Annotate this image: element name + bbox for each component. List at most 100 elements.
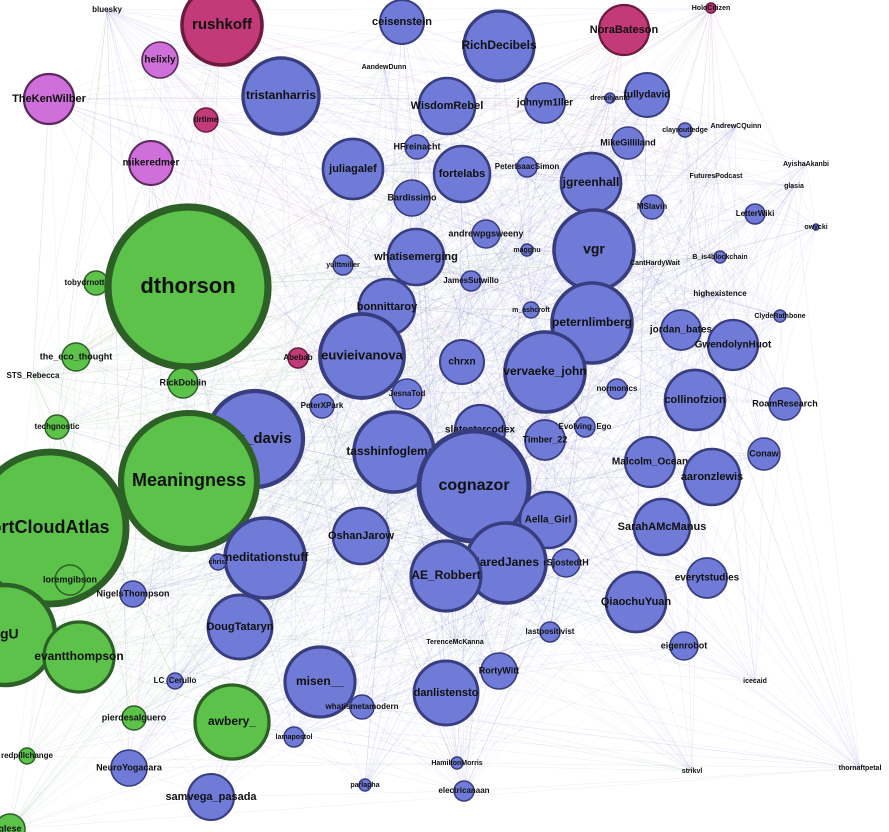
edge bbox=[461, 7, 712, 175]
node-circle bbox=[61, 342, 91, 372]
edge bbox=[401, 7, 712, 23]
node-label: electricanaan bbox=[438, 786, 489, 795]
edge bbox=[763, 453, 861, 769]
edge bbox=[485, 233, 781, 317]
node: tasshinfogleman bbox=[346, 410, 442, 494]
edge bbox=[446, 105, 532, 311]
node-circle bbox=[522, 301, 540, 319]
node-label: NigelsThompson bbox=[96, 588, 169, 598]
edge bbox=[9, 182, 592, 830]
edge bbox=[32, 98, 50, 377]
edge bbox=[456, 762, 861, 769]
edge bbox=[4, 461, 651, 636]
node-circle bbox=[318, 312, 406, 400]
edge bbox=[210, 790, 465, 798]
edge bbox=[280, 95, 717, 177]
node: MikeGilliland bbox=[600, 126, 656, 160]
node: fortelabs bbox=[432, 144, 492, 204]
node-label: DougTataryn bbox=[206, 621, 273, 633]
node: andrewpgsweeny bbox=[448, 219, 524, 249]
edge bbox=[239, 626, 861, 769]
edge bbox=[78, 105, 448, 658]
edge bbox=[210, 641, 456, 798]
edge bbox=[635, 601, 861, 769]
node: Meaningness bbox=[117, 409, 261, 553]
edge bbox=[732, 344, 756, 682]
edge bbox=[56, 142, 629, 428]
node: everytstudies bbox=[675, 557, 740, 599]
edge bbox=[401, 21, 456, 643]
node-label: awbery_ bbox=[208, 714, 256, 728]
edge bbox=[784, 403, 861, 769]
node-label: QiaochuYuan bbox=[601, 596, 672, 608]
node: Abebab bbox=[283, 347, 313, 369]
node: CantHardyWait bbox=[630, 260, 681, 267]
edge bbox=[461, 97, 611, 363]
edge bbox=[231, 233, 487, 723]
node-label: TheKenWilber bbox=[12, 93, 87, 105]
edge bbox=[106, 9, 354, 170]
edge bbox=[187, 286, 708, 579]
node-label: juliagalef bbox=[328, 163, 377, 175]
edge bbox=[231, 721, 861, 769]
edge bbox=[254, 293, 721, 440]
edge bbox=[150, 162, 593, 324]
node-label: rushkoff bbox=[192, 16, 253, 33]
edge bbox=[9, 94, 648, 830]
edge bbox=[106, 9, 618, 390]
node-label: dthorson bbox=[140, 273, 235, 298]
node: dthorson bbox=[104, 203, 272, 371]
node-circle bbox=[22, 72, 76, 126]
edge bbox=[364, 453, 765, 786]
edge bbox=[505, 562, 693, 772]
edge bbox=[754, 213, 765, 455]
node-circle bbox=[503, 330, 587, 414]
node-circle bbox=[167, 367, 199, 399]
node-label: ortCloudAtlas bbox=[0, 517, 110, 537]
edge bbox=[352, 142, 629, 170]
node-circle bbox=[0, 448, 130, 608]
node-circle bbox=[193, 107, 219, 133]
edge bbox=[133, 717, 465, 792]
edge bbox=[133, 561, 219, 719]
node: collinofzion bbox=[663, 368, 727, 432]
node-label: euvieivanova bbox=[321, 347, 403, 362]
node: rushkoff bbox=[180, 0, 264, 67]
edge bbox=[264, 264, 344, 559]
node: glasia bbox=[784, 183, 804, 190]
node: HamiltonMorris bbox=[431, 756, 483, 770]
node-label: thornaftpetal bbox=[839, 765, 882, 772]
edge bbox=[231, 163, 807, 723]
node-circle bbox=[110, 749, 148, 787]
node-label: tobydrnottoby20 bbox=[64, 278, 128, 287]
node-circle bbox=[141, 41, 179, 79]
node: helixly bbox=[141, 41, 179, 79]
edge bbox=[591, 322, 861, 769]
node-label: RickDoblin bbox=[159, 377, 206, 387]
edge bbox=[547, 185, 795, 521]
node: whatisemerging bbox=[373, 227, 458, 287]
edge bbox=[710, 7, 795, 187]
edge bbox=[150, 162, 463, 363]
edge bbox=[684, 125, 737, 131]
node: STS_Rebecca bbox=[7, 371, 60, 380]
node: christ bbox=[208, 553, 228, 571]
edge bbox=[254, 182, 592, 440]
node-circle bbox=[747, 437, 781, 471]
edge bbox=[479, 102, 546, 431]
edge bbox=[9, 796, 212, 830]
node: PeterXPark bbox=[301, 393, 344, 419]
edge bbox=[680, 7, 712, 331]
edge bbox=[133, 95, 282, 719]
edge bbox=[361, 526, 663, 708]
edge bbox=[128, 762, 458, 769]
node-circle bbox=[412, 659, 480, 727]
edge bbox=[710, 7, 765, 455]
edge bbox=[361, 641, 456, 708]
node-label: LetterWiki bbox=[736, 209, 775, 218]
edge bbox=[479, 29, 625, 431]
edge bbox=[78, 142, 629, 658]
edge bbox=[498, 329, 682, 672]
node-circle bbox=[386, 227, 446, 287]
node: the_eco_thought bbox=[40, 342, 112, 372]
